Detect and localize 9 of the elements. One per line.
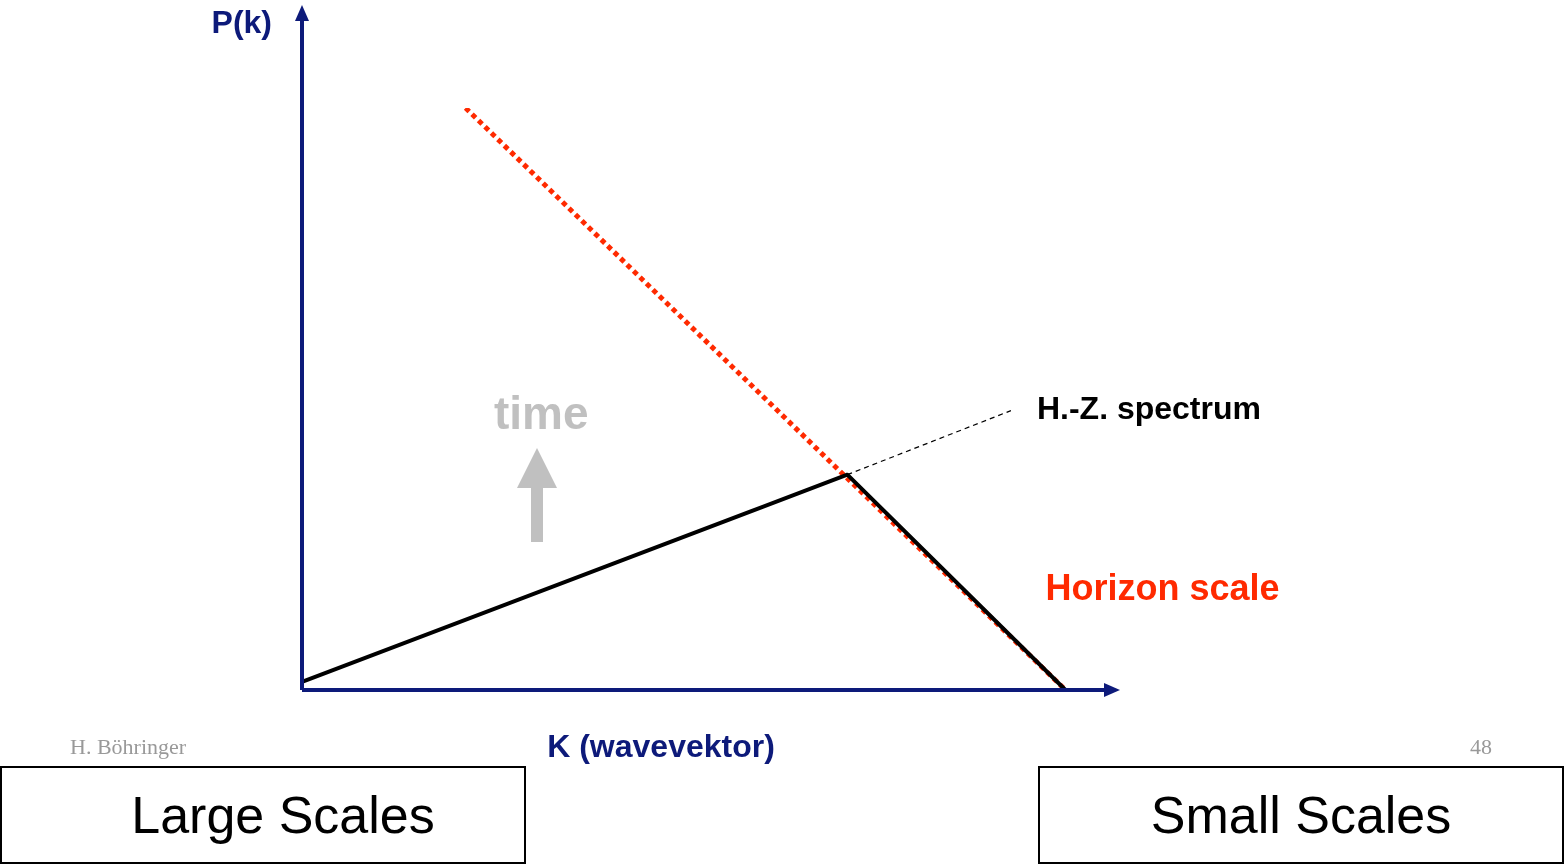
y-axis-title: P(k) (211, 3, 272, 40)
x-axis-title: K (wavevektor) (547, 727, 775, 764)
series-label: Horizon scale (1045, 566, 1280, 608)
text: H. Böhringer (70, 734, 187, 760)
text: 48 (1470, 734, 1492, 760)
text: Small Scales (1038, 766, 1564, 864)
series-label: H.-Z. spectrum (1036, 390, 1261, 427)
text: Large Scales (0, 766, 526, 864)
annotation: time (494, 386, 589, 440)
